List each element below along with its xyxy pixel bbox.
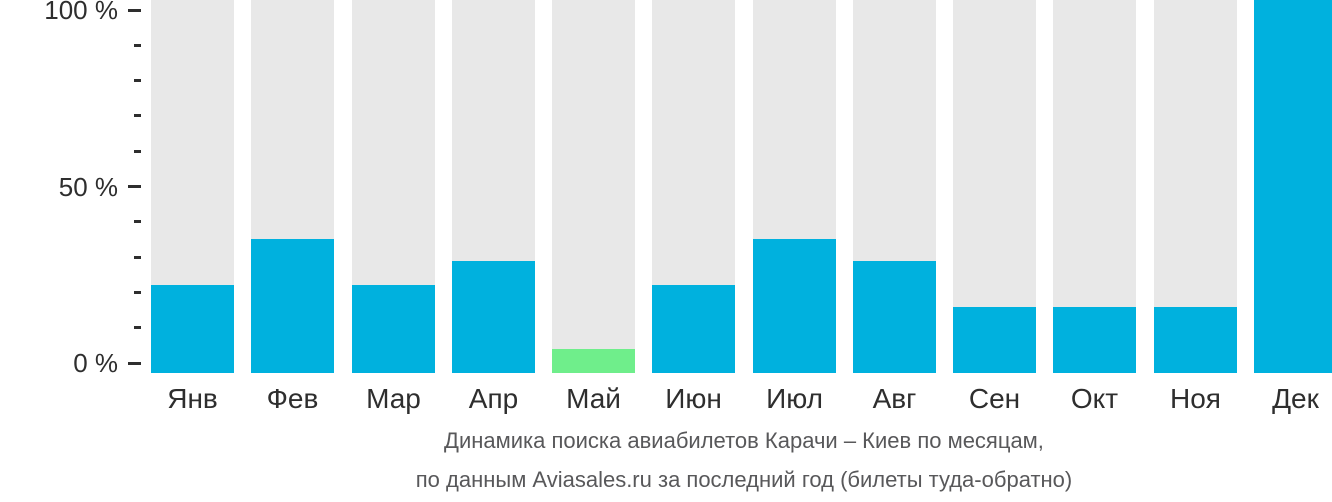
- bar-track: [853, 0, 936, 373]
- bar-track: [251, 0, 334, 373]
- x-tick-label: Окт: [1070, 383, 1119, 414]
- x-tick-label: Июл: [766, 383, 823, 414]
- x-tick-label: Апр: [468, 383, 519, 414]
- y-axis-minor-tick: [134, 291, 141, 294]
- bar-fill: [953, 307, 1036, 373]
- y-axis-minor-tick: [134, 114, 141, 117]
- bar-fill: [452, 261, 535, 373]
- chart-subtitle: по данным Aviasales.ru за последний год …: [415, 467, 1073, 492]
- y-tick-label: 50 %: [58, 172, 118, 202]
- x-tick-label: Июн: [665, 383, 722, 414]
- x-tick-label: Авг: [872, 383, 917, 414]
- bar-fill: [853, 261, 936, 373]
- bar-fill: [1154, 307, 1237, 373]
- y-axis-major-tick: [128, 185, 141, 188]
- bar-fill: [251, 239, 334, 373]
- bar-track: [452, 0, 535, 373]
- bar-track: [1154, 0, 1237, 373]
- bar-track: [1053, 0, 1136, 373]
- bar-track: [652, 0, 735, 373]
- x-tick-label: Ноя: [1170, 383, 1221, 414]
- x-tick-label: Сен: [968, 383, 1021, 414]
- bar-fill: [753, 239, 836, 373]
- bar-track: [352, 0, 435, 373]
- y-tick-label: 0 %: [73, 348, 118, 378]
- bar-fill: [652, 285, 735, 373]
- y-axis-minor-tick: [134, 79, 141, 82]
- y-axis-minor-tick: [134, 256, 141, 259]
- bar-fill: [352, 285, 435, 373]
- bar-fill: [552, 349, 635, 373]
- x-tick-label: Янв: [167, 383, 218, 414]
- y-axis-major-tick: [128, 9, 141, 12]
- x-tick-label: Дек: [1272, 383, 1319, 414]
- bar-track: [552, 0, 635, 373]
- bar-fill: [151, 285, 234, 373]
- x-tick-label: Май: [566, 383, 621, 414]
- y-axis-minor-tick: [134, 44, 141, 47]
- bar-fill: [1053, 307, 1136, 373]
- bar-track: [1254, 0, 1332, 373]
- bar-track: [953, 0, 1036, 373]
- y-axis-minor-tick: [134, 220, 141, 223]
- y-axis-minor-tick: [134, 326, 141, 329]
- bar-fill: [1254, 0, 1332, 373]
- y-tick-label: 100 %: [44, 0, 118, 25]
- y-axis-minor-tick: [134, 150, 141, 153]
- bar-track: [753, 0, 836, 373]
- x-tick-label: Фев: [266, 383, 319, 414]
- x-tick-label: Мар: [366, 383, 421, 414]
- y-axis-major-tick: [128, 362, 141, 365]
- chart-title: Динамика поиска авиабилетов Карачи – Кие…: [444, 428, 1044, 453]
- bar-track: [151, 0, 234, 373]
